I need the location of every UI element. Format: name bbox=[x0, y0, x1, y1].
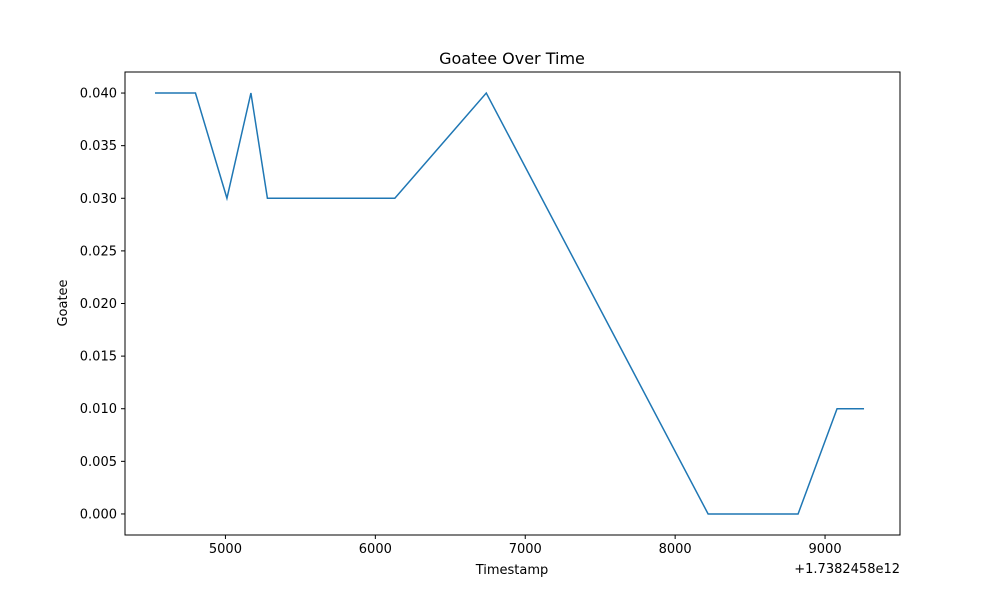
y-axis-label: Goatee bbox=[56, 279, 71, 326]
x-tick-label: 9000 bbox=[809, 542, 842, 557]
series-line bbox=[154, 91, 865, 515]
y-tick-label: 0.010 bbox=[80, 402, 117, 417]
x-axis-label: Timestamp bbox=[475, 563, 549, 578]
chart-title: Goatee Over Time bbox=[439, 49, 585, 68]
y-tick-label: 0.000 bbox=[80, 507, 117, 522]
x-tick-label: 5000 bbox=[209, 542, 242, 557]
y-tick-label: 0.015 bbox=[80, 350, 117, 365]
y-tick-label: 0.005 bbox=[80, 455, 117, 470]
y-tick-label: 0.025 bbox=[80, 244, 117, 259]
y-tick-label: 0.030 bbox=[80, 192, 117, 207]
y-axis: 0.000 0.005 0.010 0.015 0.020 0.025 0.030 0.035… bbox=[80, 87, 125, 522]
x-axis: 5000 6000 7000 8000 9000 bbox=[209, 535, 842, 557]
x-tick-label: 8000 bbox=[659, 542, 692, 557]
y-tick-label: 0.020 bbox=[80, 297, 117, 312]
x-axis-offset-label: +1.7382458e12 bbox=[794, 562, 900, 577]
series-layer bbox=[154, 91, 865, 515]
y-tick-label: 0.040 bbox=[80, 87, 117, 102]
x-tick-label: 7000 bbox=[509, 542, 542, 557]
y-tick-label: 0.035 bbox=[80, 139, 117, 154]
x-tick-label: 6000 bbox=[359, 542, 392, 557]
